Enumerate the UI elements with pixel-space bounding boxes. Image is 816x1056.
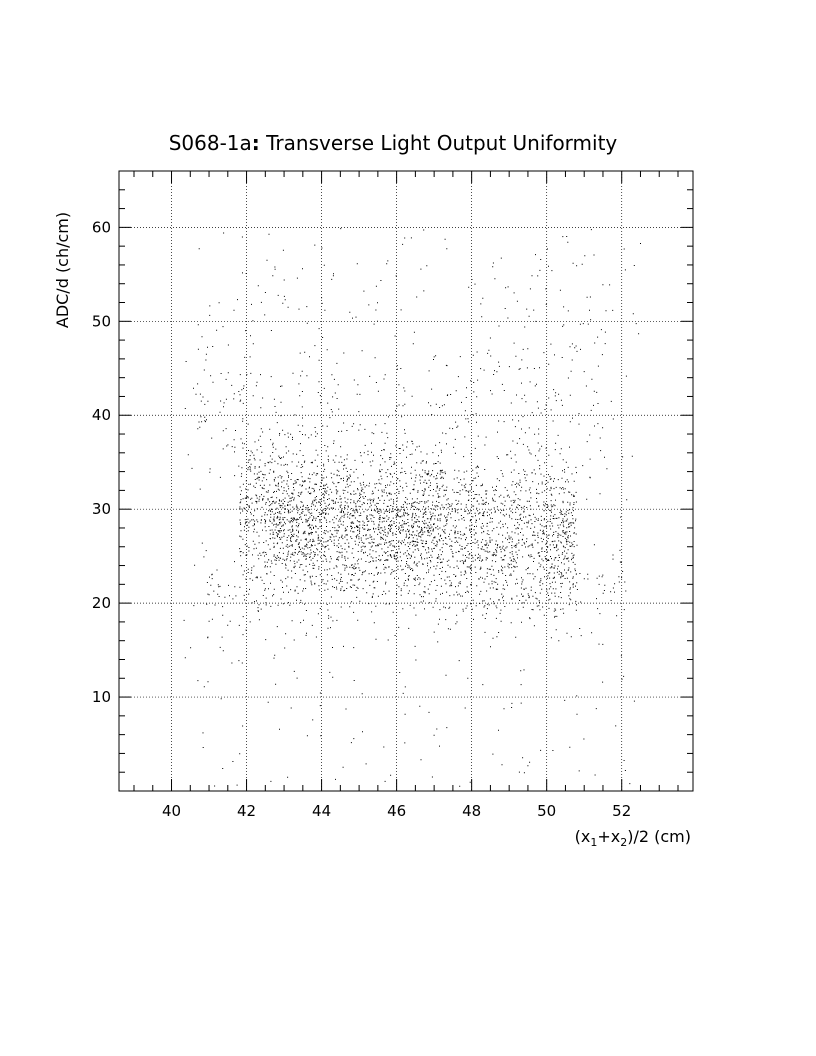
x-tick-label: 48 xyxy=(462,802,481,820)
chart-title-colon: : xyxy=(252,131,260,155)
x-tick-label: 42 xyxy=(237,802,256,820)
plot-area xyxy=(118,170,694,792)
x-tick-labels: 40 42 44 46 48 50 52 xyxy=(162,802,631,820)
y-axis-label: ADC/d (ch/cm) xyxy=(53,212,72,328)
y-tick-label: 60 xyxy=(92,218,111,236)
y-tick-label: 20 xyxy=(92,594,111,612)
x-tick-label: 44 xyxy=(312,802,331,820)
y-tick-labels: 10 20 30 40 50 60 xyxy=(92,218,111,706)
scatter-points xyxy=(183,228,641,787)
x-tick-label: 50 xyxy=(537,802,556,820)
x-tick-label: 52 xyxy=(612,802,631,820)
y-tick-label: 40 xyxy=(92,406,111,424)
chart-title-prefix: S068-1a xyxy=(169,131,252,155)
x-axis-label-plus: +x xyxy=(597,827,620,846)
scatter-point-cloud xyxy=(183,228,641,787)
axis-ticks xyxy=(119,170,693,791)
y-tick-label: 30 xyxy=(92,500,111,518)
grid-lines xyxy=(119,171,693,791)
x-axis-label: (x1+x2)/2 (cm) xyxy=(575,827,691,849)
x-tick-label: 46 xyxy=(387,802,406,820)
x-axis-label-sub2: 2 xyxy=(620,836,627,849)
y-tick-label: 10 xyxy=(92,688,111,706)
y-tick-label: 50 xyxy=(92,312,111,330)
chart-title-rest: Transverse Light Output Uniformity xyxy=(260,131,618,155)
chart-title: S068-1a: Transverse Light Output Uniform… xyxy=(169,131,618,155)
x-axis-label-close: )/2 (cm) xyxy=(627,827,691,846)
x-axis-label-open: (x xyxy=(575,827,591,846)
x-axis-label-sub1: 1 xyxy=(590,836,597,849)
x-tick-label: 40 xyxy=(162,802,181,820)
